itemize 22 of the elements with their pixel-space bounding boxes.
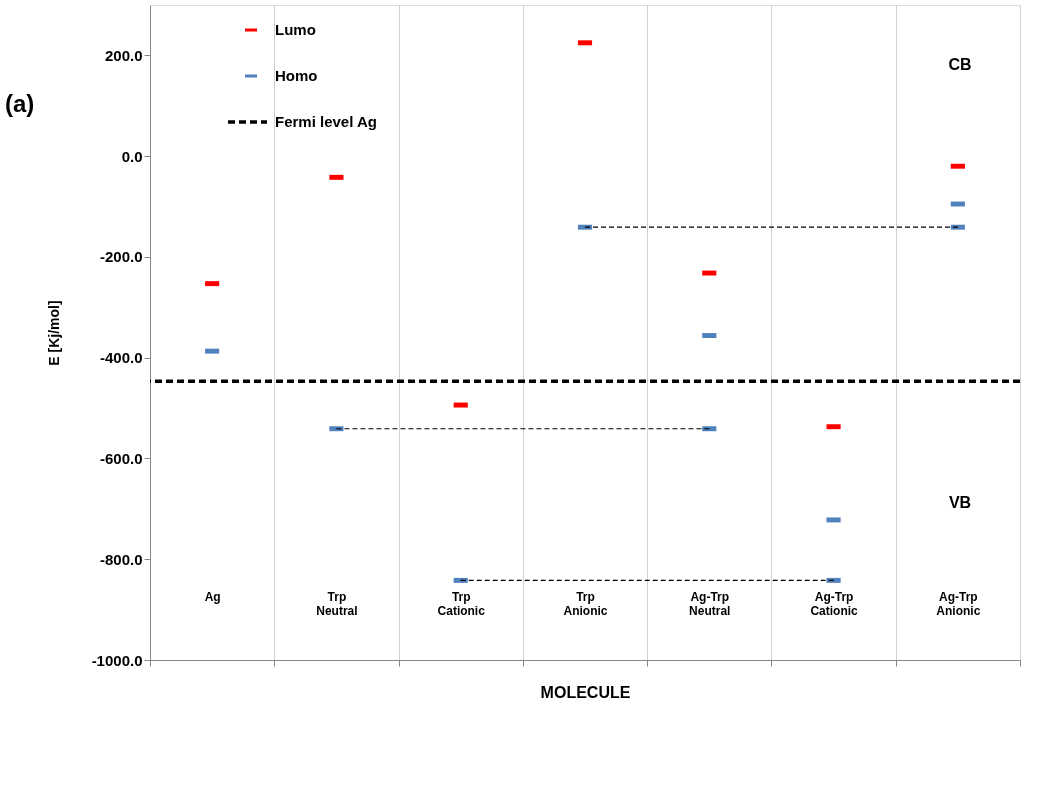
legend-label: Fermi level Ag xyxy=(275,113,377,130)
x-tick-label: Trp Cationic xyxy=(437,589,486,618)
x-tick-label: Trp Anionic xyxy=(563,589,608,618)
annotation: VB xyxy=(948,493,972,511)
legend-label: Homo xyxy=(275,67,318,84)
y-tick-label: -400.0 xyxy=(99,349,143,367)
legend-label: Lumo xyxy=(275,21,316,38)
x-tick-label: Trp Neutral xyxy=(316,589,358,618)
x-axis-title: MOLECULE xyxy=(540,684,631,701)
y-tick-label: -600.0 xyxy=(99,449,143,467)
y-tick-label: -1000.0 xyxy=(91,651,143,669)
y-tick-label: 200.0 xyxy=(104,46,143,64)
y-tick-label: 0.0 xyxy=(121,147,143,165)
x-tick-label: Ag-Trp Cationic xyxy=(810,589,859,618)
text: (a) xyxy=(5,90,35,117)
x-tick-label: Ag-Trp Anionic xyxy=(936,589,981,618)
y-axis-title: E [Kj/mol] xyxy=(45,300,62,366)
x-tick-label: Ag xyxy=(204,589,221,604)
x-tick-label: Ag-Trp Neutral xyxy=(689,589,731,618)
annotation: CB xyxy=(948,56,972,73)
y-tick-label: -200.0 xyxy=(99,248,143,266)
y-tick-label: -800.0 xyxy=(99,550,143,568)
